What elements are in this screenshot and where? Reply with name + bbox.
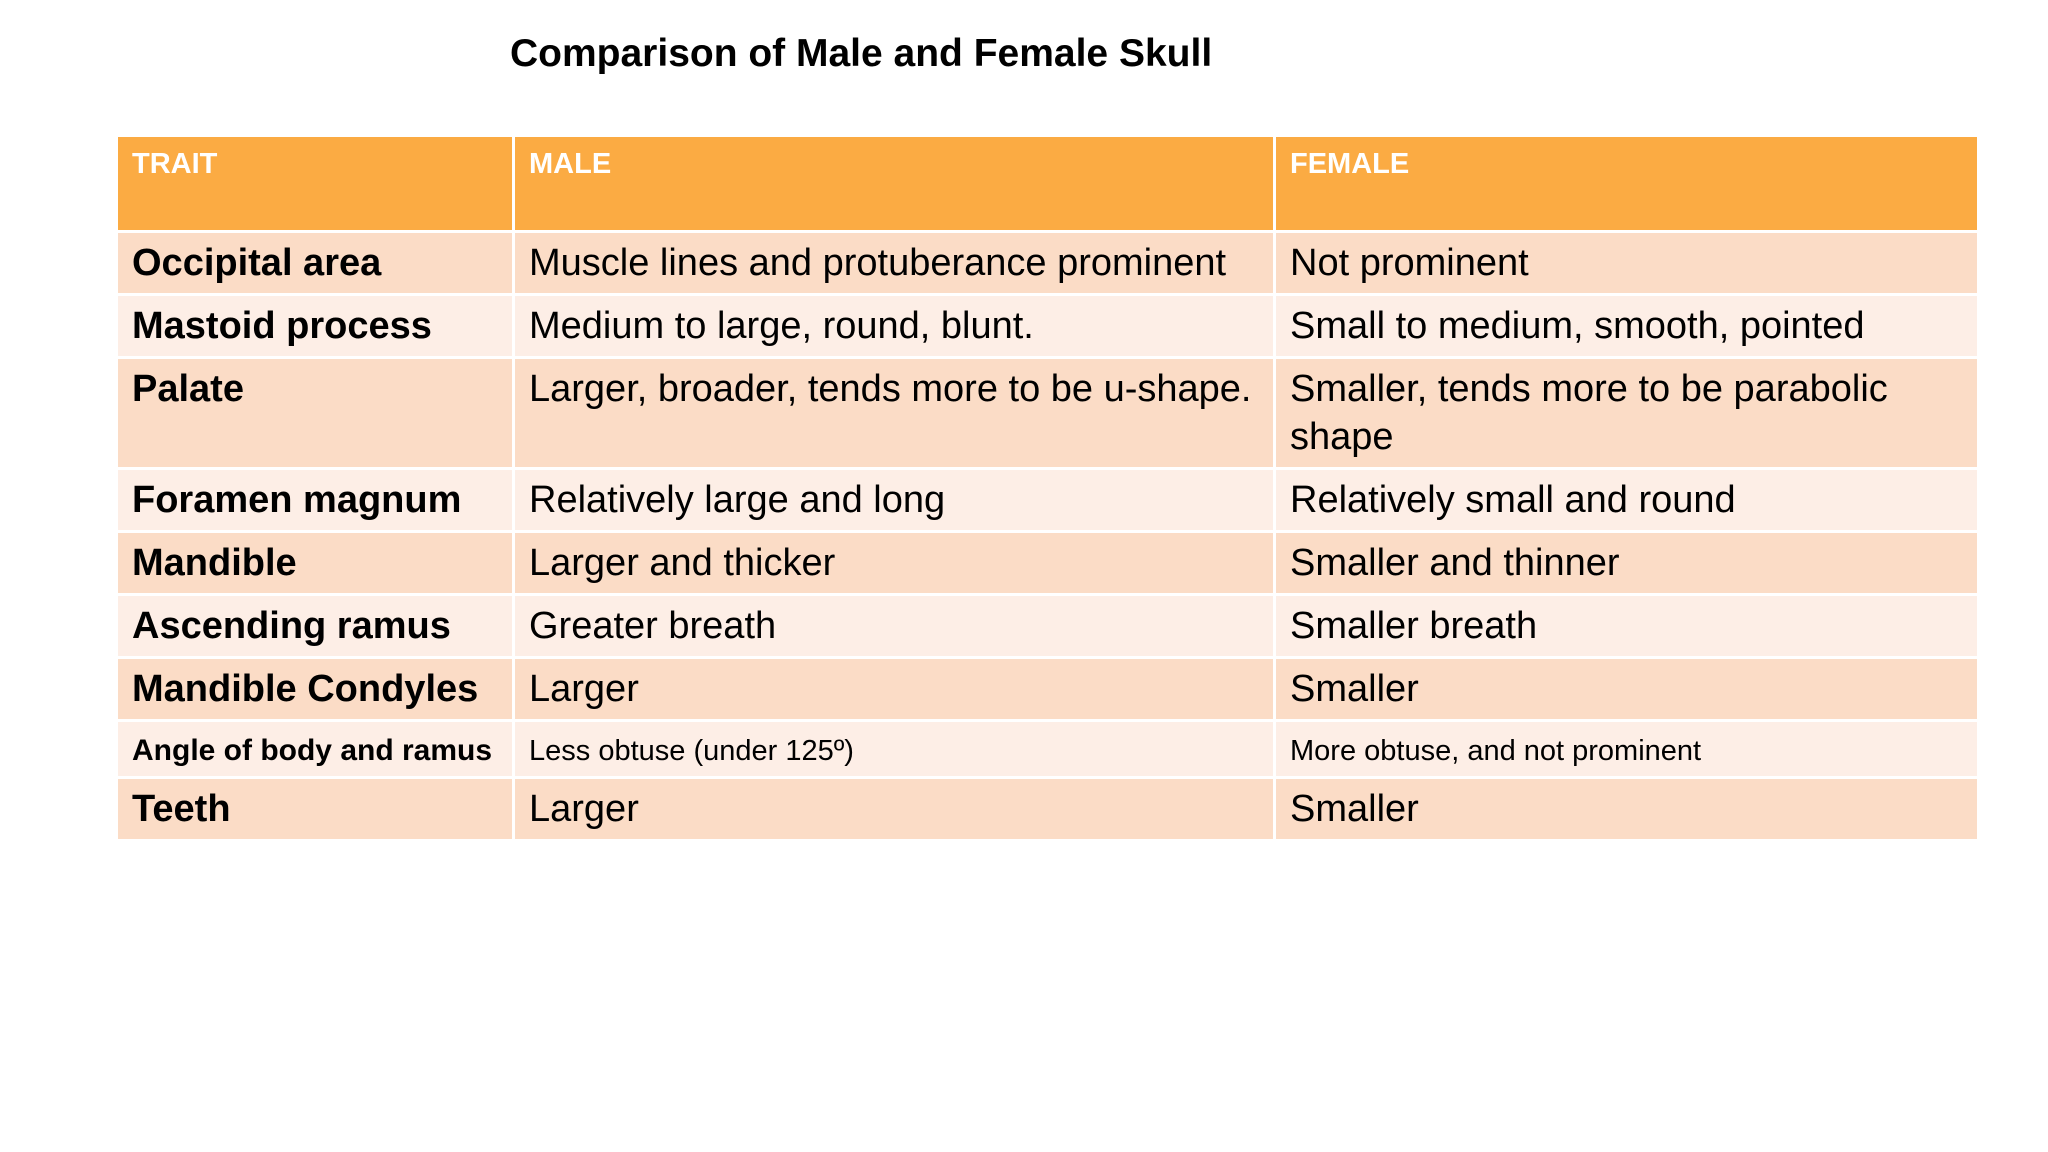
trait-cell: Mastoid process [115, 293, 515, 359]
table-row: Palate Larger, broader, tends more to be… [115, 356, 1980, 470]
male-cell: Larger, broader, tends more to be u-shap… [512, 356, 1276, 470]
female-cell: Smaller [1273, 656, 1980, 722]
table-row: Teeth Larger Smaller [115, 776, 1980, 842]
male-cell: Larger and thicker [512, 530, 1276, 596]
table-row: Angle of body and ramus Less obtuse (und… [115, 719, 1980, 779]
table-row: Ascending ramus Greater breath Smaller b… [115, 593, 1980, 659]
trait-cell: Foramen magnum [115, 467, 515, 533]
header-male: MALE [512, 134, 1276, 233]
female-cell: More obtuse, and not prominent [1273, 719, 1980, 779]
male-cell: Muscle lines and protuberance prominent [512, 230, 1276, 296]
table-row: Mandible Condyles Larger Smaller [115, 656, 1980, 722]
comparison-table: TRAIT MALE FEMALE Occipital area Muscle … [115, 134, 1980, 842]
female-cell: Relatively small and round [1273, 467, 1980, 533]
male-cell: Greater breath [512, 593, 1276, 659]
trait-cell: Angle of body and ramus [115, 719, 515, 779]
female-cell: Smaller [1273, 776, 1980, 842]
table-row: Mandible Larger and thicker Smaller and … [115, 530, 1980, 596]
trait-cell: Teeth [115, 776, 515, 842]
table-row: Occipital area Muscle lines and protuber… [115, 230, 1980, 296]
trait-cell: Ascending ramus [115, 593, 515, 659]
female-cell: Smaller, tends more to be parabolic shap… [1273, 356, 1980, 470]
male-cell: Less obtuse (under 125º) [512, 719, 1276, 779]
table-row: Foramen magnum Relatively large and long… [115, 467, 1980, 533]
male-cell: Larger [512, 656, 1276, 722]
trait-cell: Mandible Condyles [115, 656, 515, 722]
female-cell: Smaller and thinner [1273, 530, 1980, 596]
female-cell: Smaller breath [1273, 593, 1980, 659]
trait-cell: Mandible [115, 530, 515, 596]
trait-cell: Occipital area [115, 230, 515, 296]
table-row: Mastoid process Medium to large, round, … [115, 293, 1980, 359]
female-cell: Small to medium, smooth, pointed [1273, 293, 1980, 359]
page-title: Comparison of Male and Female Skull [510, 32, 1213, 75]
trait-cell: Palate [115, 356, 515, 470]
comparison-table-container: TRAIT MALE FEMALE Occipital area Muscle … [115, 134, 1980, 842]
male-cell: Medium to large, round, blunt. [512, 293, 1276, 359]
male-cell: Larger [512, 776, 1276, 842]
female-cell: Not prominent [1273, 230, 1980, 296]
table-header: TRAIT MALE FEMALE [115, 134, 1980, 233]
male-cell: Relatively large and long [512, 467, 1276, 533]
table-body: Occipital area Muscle lines and protuber… [115, 230, 1980, 842]
header-female: FEMALE [1273, 134, 1980, 233]
header-row: TRAIT MALE FEMALE [115, 134, 1980, 233]
header-trait: TRAIT [115, 134, 515, 233]
